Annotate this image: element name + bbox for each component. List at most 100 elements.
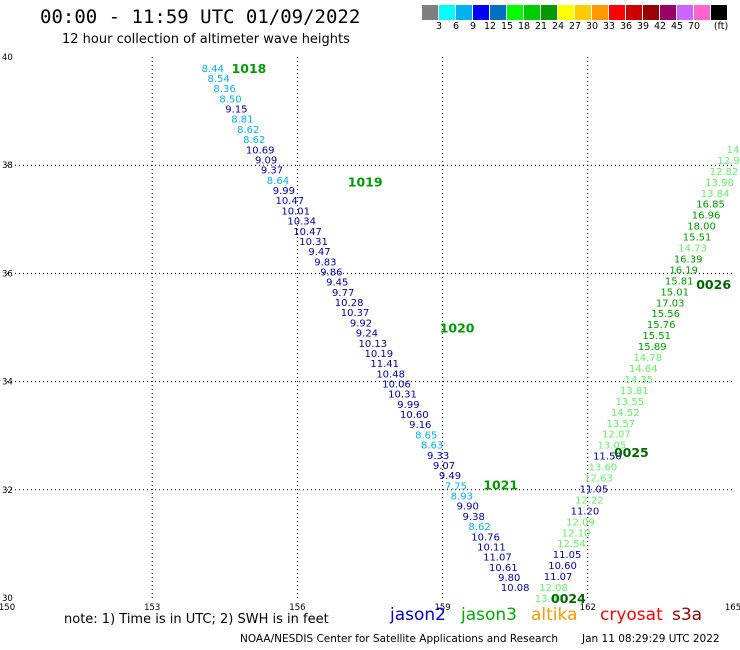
y-tick-label: 32 [2, 486, 13, 496]
legend-label: 3 [435, 21, 443, 32]
wave-height-value: 8.62 [237, 125, 259, 136]
wave-height-value: 10.31 [388, 390, 417, 401]
wave-height-value: 9.38 [463, 512, 485, 523]
legend-label: 39 [636, 21, 650, 32]
wave-height-value: 13.60 [589, 463, 618, 474]
wave-height-value: 13.84 [701, 189, 730, 200]
wave-height-value: 8.65 [415, 430, 437, 441]
y-tick-label: 38 [2, 161, 13, 171]
x-tick-label: 162 [580, 603, 596, 613]
wave-height-value: 11.41 [370, 359, 399, 370]
legend-label: 30 [585, 21, 599, 32]
wave-height-value: 8.93 [451, 492, 473, 503]
color-scale-legend [422, 5, 728, 20]
wave-height-value: 9.16 [409, 420, 431, 431]
legend-swatch [422, 5, 439, 20]
legend-swatch [473, 5, 490, 20]
wave-height-value: 14.64 [629, 364, 658, 375]
wave-height-value: 13.04 [535, 594, 564, 605]
wave-height-value: 9.86 [320, 267, 342, 278]
wave-height-value: 8.50 [219, 94, 241, 105]
x-tick-label: 165 [725, 603, 740, 613]
legend-label: 24 [551, 21, 565, 32]
wave-height-value: 14.35 [624, 375, 653, 386]
legend-label: 36 [619, 21, 633, 32]
legend-unit: (ft) [713, 21, 729, 32]
wave-height-value: 16.85 [696, 200, 725, 211]
page-subtitle: 12 hour collection of altimeter wave hei… [62, 32, 350, 47]
x-tick-label: 156 [289, 603, 305, 613]
altimeter-tracks: 8.448.548.368.509.158.818.628.6210.699.0… [202, 64, 740, 605]
credit-text: NOAA/NESDIS Center for Satellite Applica… [240, 633, 558, 645]
wave-height-value: 14 [727, 145, 740, 156]
wave-height-value: 12.9 [717, 156, 739, 167]
legend-swatch [575, 5, 592, 20]
wave-height-value: 10.08 [501, 583, 530, 594]
wave-height-value: 10.13 [359, 339, 388, 350]
wave-height-value: 15.51 [642, 331, 671, 342]
wave-height-value: 10.61 [489, 563, 518, 574]
wave-height-value: 8.44 [202, 64, 224, 75]
wave-height-value: 16.39 [674, 254, 703, 265]
wave-height-value: 8.64 [267, 176, 289, 187]
legend-swatch [490, 5, 507, 20]
wave-height-value: 10.76 [471, 532, 500, 543]
legend-swatch [456, 5, 473, 20]
page-title: 00:00 - 11:59 UTC 01/09/2022 [40, 6, 361, 28]
x-tick-label: 153 [144, 603, 160, 613]
wave-height-value: 8.81 [231, 115, 253, 126]
wave-height-value: 9.47 [308, 247, 330, 258]
wave-height-value: 9.15 [225, 105, 247, 116]
wave-height-value: 9.83 [314, 257, 336, 268]
x-tick-label: 159 [434, 603, 450, 613]
satellite-name: jason3 [461, 605, 517, 625]
wave-height-value: 10.19 [364, 349, 393, 360]
wave-height-value: 10.60 [400, 410, 429, 421]
wave-height-value: 10.11 [477, 542, 506, 553]
wave-height-value: 10.48 [376, 369, 405, 380]
legend-swatch [507, 5, 524, 20]
wave-height-value: 9.07 [433, 461, 455, 472]
wave-height-value: 10.06 [382, 380, 411, 391]
wave-height-value: 9.33 [427, 451, 449, 462]
legend-swatch [677, 5, 694, 20]
pass-number-label: 0025 [614, 445, 649, 460]
wave-height-value: 9.49 [439, 471, 461, 482]
legend-swatch [643, 5, 660, 20]
wave-height-value: 9.80 [498, 573, 520, 584]
legend-swatch [541, 5, 558, 20]
wave-height-value: 9.90 [457, 502, 479, 513]
wave-height-value: 10.60 [548, 561, 577, 572]
wave-height-value: 10.47 [275, 196, 304, 207]
wave-height-value: 13.81 [620, 386, 649, 397]
legend-swatch [439, 5, 456, 20]
wave-height-value: 10.47 [293, 227, 322, 238]
timestamp-text: Jan 11 08:29:29 UTC 2022 [582, 633, 720, 645]
pass-number-label: 1020 [440, 321, 475, 336]
wave-height-value: 10.69 [246, 145, 275, 156]
y-tick-label: 36 [2, 269, 13, 279]
legend-label: 15 [500, 21, 514, 32]
satellite-name: altika [531, 605, 578, 625]
legend-label: 6 [452, 21, 460, 32]
satellite-name: jason2 [390, 605, 446, 625]
footer-note: note: 1) Time is in UTC; 2) SWH is in fe… [64, 612, 329, 627]
wave-height-value: 12.09 [566, 517, 595, 528]
color-scale-labels: 3 6 9 12 15 18 21 24 27 30 33 36 39 42 45 70 (ft) [422, 21, 740, 33]
wave-height-value: 14.78 [633, 353, 662, 364]
wave-height-value: 9.45 [326, 278, 348, 289]
wave-height-value: 9.37 [261, 166, 283, 177]
legend-label: 42 [653, 21, 667, 32]
map-grid [7, 57, 733, 598]
wave-height-value: 10.37 [341, 308, 370, 319]
pass-labels: 1018 1019 1020 1021 0024 0025 0026 [232, 61, 732, 606]
wave-height-value: 10.34 [287, 217, 316, 228]
y-tick-label: 40 [2, 53, 13, 63]
wave-height-value: 13.55 [616, 397, 645, 408]
wave-height-value: 11.05 [580, 484, 609, 495]
pass-number-label: 1018 [232, 61, 267, 76]
wave-height-value: 11.07 [544, 572, 573, 583]
wave-height-value: 9.09 [255, 155, 277, 166]
satellite-name: s3a [672, 605, 703, 625]
pass-number-label: 1019 [348, 174, 383, 189]
